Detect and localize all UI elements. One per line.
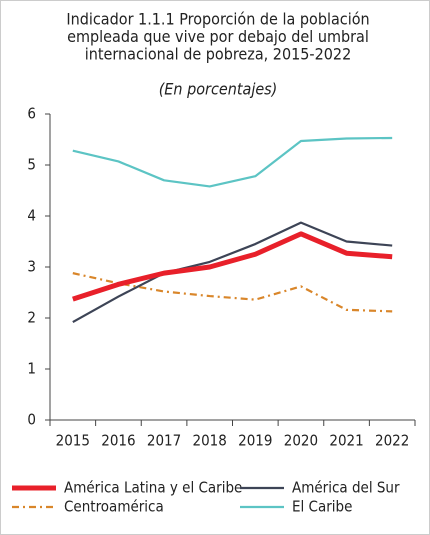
chart-title: internacional de pobreza, 2015-2022 (85, 45, 351, 64)
y-tick-label: 6 (27, 105, 36, 123)
x-tick-label: 2021 (329, 432, 363, 450)
x-tick-label: 2015 (56, 432, 90, 450)
y-tick-label: 1 (27, 360, 36, 378)
x-tick-label: 2022 (375, 432, 409, 450)
x-tick-label: 2020 (284, 432, 318, 450)
line-series (72, 136, 393, 188)
y-tick-label: 4 (27, 207, 36, 225)
x-tick-label: 2017 (147, 432, 181, 450)
chart-title: empleada que vive por debajo del umbral (67, 27, 369, 46)
x-tick-label: 2018 (193, 432, 227, 450)
legend-label: América Latina y el Caribe (64, 479, 242, 497)
legend-label: Centroamérica (64, 498, 164, 516)
y-tick-label: 5 (27, 156, 36, 174)
x-tick-label: 2019 (238, 432, 272, 450)
x-tick-label: 2016 (101, 432, 135, 450)
y-tick-label: 2 (27, 309, 36, 327)
y-tick-label: 3 (27, 258, 36, 276)
chart-title: Indicador 1.1.1 Proporción de la poblaci… (66, 10, 369, 29)
legend-label: América del Sur (292, 479, 400, 497)
line-series (72, 231, 393, 302)
chart-subtitle: (En porcentajes) (159, 80, 278, 99)
legend-label: El Caribe (292, 498, 352, 516)
y-tick-label: 0 (27, 411, 36, 429)
line-series (72, 221, 393, 324)
